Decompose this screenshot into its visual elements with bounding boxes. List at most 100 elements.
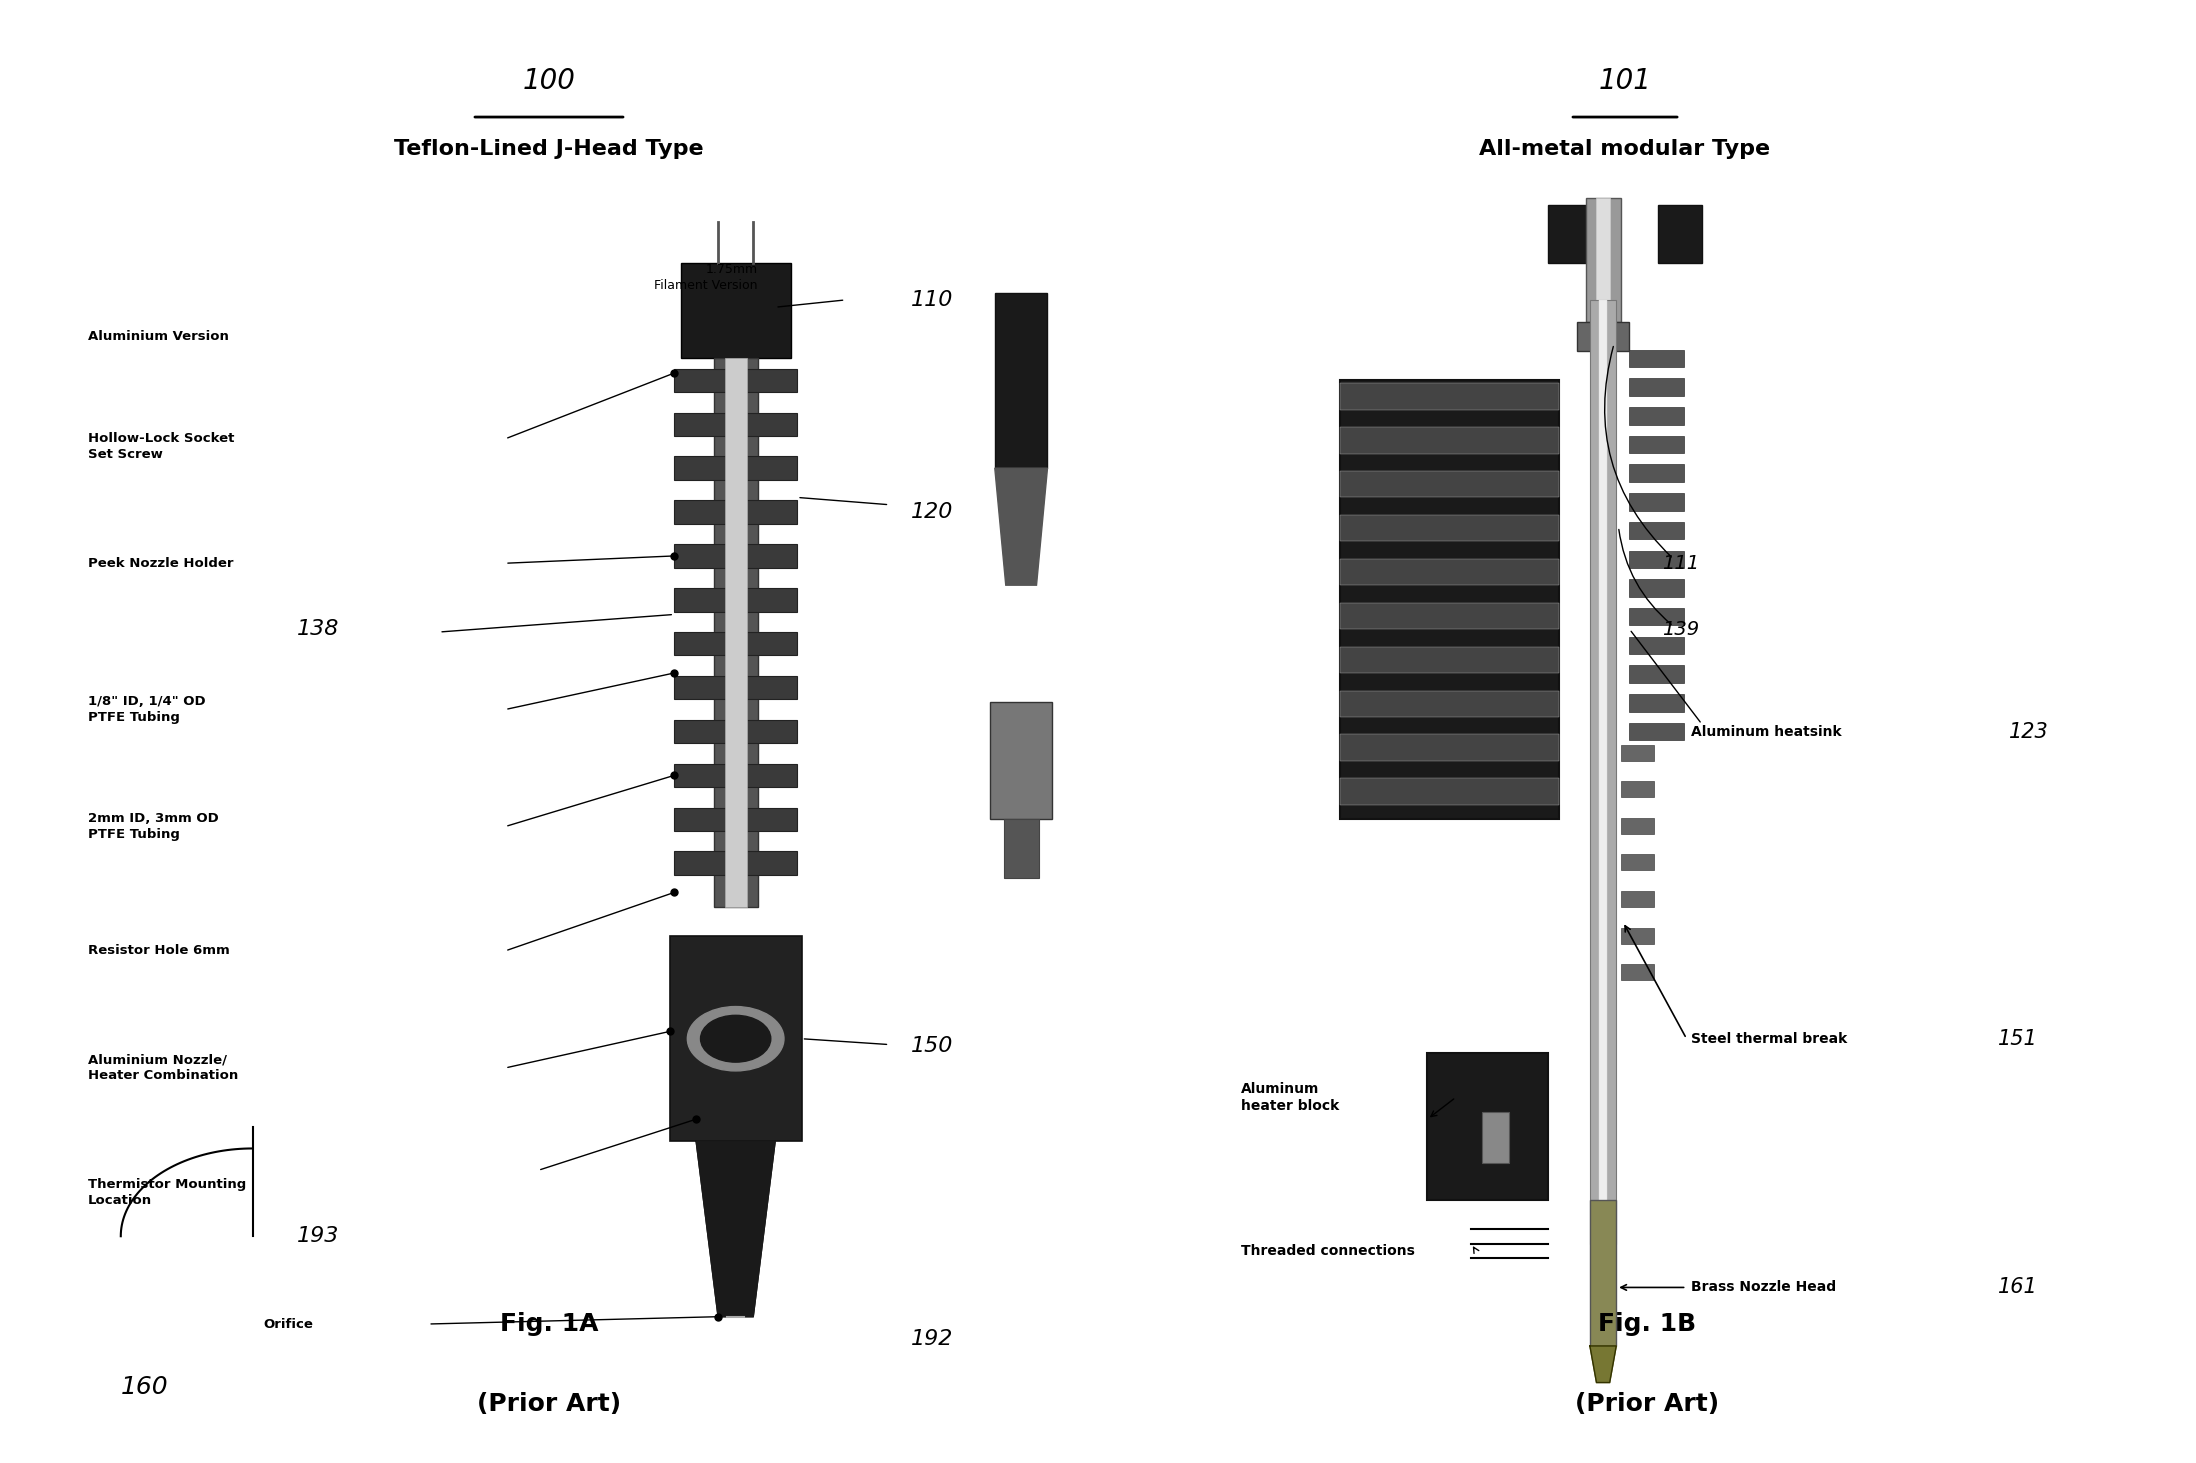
Text: Steel thermal break: Steel thermal break [1691,1031,1847,1046]
Polygon shape [995,468,1047,585]
Bar [1427,1053,1548,1200]
Bar [1629,493,1684,511]
Bar [1621,964,1654,980]
Bar [1621,745,1654,761]
Bar [1340,603,1559,629]
Bar [1340,778,1559,805]
Bar [670,936,802,1141]
Text: 1/8" ID, 1/4" OD
PTFE Tubing: 1/8" ID, 1/4" OD PTFE Tubing [88,695,206,724]
Text: Aluminum heatsink: Aluminum heatsink [1691,724,1842,739]
Text: 160: 160 [121,1375,169,1399]
Bar [674,851,797,875]
Bar [1629,693,1684,711]
Bar [1577,322,1629,351]
Bar [1629,522,1684,540]
Bar [1482,1112,1509,1163]
Text: 2mm ID, 3mm OD
PTFE Tubing: 2mm ID, 3mm OD PTFE Tubing [88,812,220,841]
Bar [1590,1200,1616,1346]
Text: 150: 150 [911,1036,953,1056]
Circle shape [701,1015,771,1062]
Text: Fig. 1B: Fig. 1B [1599,1312,1695,1336]
Text: 192: 192 [911,1328,953,1349]
Text: All-metal modular Type: All-metal modular Type [1480,139,1770,159]
Text: Brass Nozzle Head: Brass Nozzle Head [1691,1280,1836,1295]
Bar [1629,550,1684,568]
Bar [1658,205,1702,263]
Bar [725,358,747,907]
Bar [1621,854,1654,870]
Text: 111: 111 [1662,554,1700,572]
Text: Orifice: Orifice [264,1318,314,1330]
Text: 193: 193 [296,1226,338,1246]
Bar [674,720,797,743]
Bar [1629,579,1684,597]
Bar [1621,818,1654,834]
Bar [674,676,797,699]
Bar [1629,407,1684,424]
Bar [1629,464,1684,481]
Bar [1340,471,1559,497]
Bar [674,808,797,831]
Text: Thermistor Mounting
Location: Thermistor Mounting Location [88,1178,246,1207]
Bar [1629,436,1684,454]
Text: 100: 100 [523,67,575,95]
Bar [1629,723,1684,740]
Bar [1340,647,1559,673]
Bar [1340,734,1559,761]
Bar [1596,198,1610,322]
Bar [1340,380,1559,819]
Text: Teflon-Lined J-Head Type: Teflon-Lined J-Head Type [395,139,703,159]
Text: 1.75mm
Filament Version: 1.75mm Filament Version [654,263,758,293]
Text: Aluminium Nozzle/
Heater Combination: Aluminium Nozzle/ Heater Combination [88,1053,237,1083]
Bar [1586,198,1621,322]
Text: Threaded connections: Threaded connections [1241,1244,1414,1258]
Bar [990,702,1052,819]
Bar [674,413,797,436]
Polygon shape [1590,1346,1616,1383]
Bar [674,369,797,392]
Bar [1629,666,1684,683]
Text: 161: 161 [1998,1277,2038,1298]
Bar [674,588,797,612]
Text: Aluminium Version: Aluminium Version [88,331,228,342]
Bar [1629,379,1684,396]
Bar [1548,205,1592,263]
Bar [1621,928,1654,944]
Bar [681,263,791,358]
Polygon shape [696,1141,775,1317]
Bar [1629,636,1684,654]
Bar [1590,300,1616,1244]
Text: (Prior Art): (Prior Art) [477,1393,621,1416]
Bar [674,764,797,787]
Bar [1340,691,1559,717]
Bar [1599,300,1607,1244]
Bar [674,544,797,568]
Bar [674,456,797,480]
Bar [674,500,797,524]
Bar [1629,609,1684,626]
Text: 151: 151 [1998,1028,2038,1049]
Text: 123: 123 [2009,721,2049,742]
Bar [995,293,1047,468]
Text: 120: 120 [911,502,953,522]
Bar [714,358,758,907]
Text: Hollow-Lock Socket
Set Screw: Hollow-Lock Socket Set Screw [88,432,235,461]
Text: Resistor Hole 6mm: Resistor Hole 6mm [88,945,231,957]
Bar [1004,819,1039,878]
Text: 101: 101 [1599,67,1651,95]
Text: 138: 138 [296,619,338,639]
Bar [1629,350,1684,367]
Bar [674,632,797,655]
Circle shape [687,1007,784,1071]
Bar [1340,515,1559,541]
Text: Fig. 1A: Fig. 1A [501,1312,597,1336]
Bar [1340,383,1559,410]
Bar [1621,781,1654,797]
Text: 139: 139 [1662,620,1700,638]
Text: Aluminum
heater block: Aluminum heater block [1241,1081,1340,1113]
Text: (Prior Art): (Prior Art) [1575,1393,1719,1416]
Bar [1621,891,1654,907]
Bar [1340,427,1559,454]
Bar [1340,559,1559,585]
Text: Peek Nozzle Holder: Peek Nozzle Holder [88,557,233,569]
